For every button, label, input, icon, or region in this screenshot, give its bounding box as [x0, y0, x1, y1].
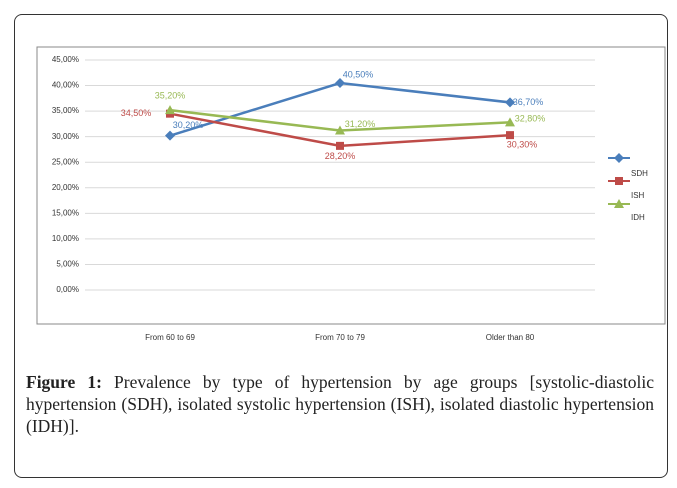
legend-marker [615, 177, 623, 185]
marker [506, 131, 514, 140]
x-tick-label: From 70 to 79 [315, 333, 365, 342]
data-label: 30,20% [173, 120, 204, 130]
legend-marker [614, 153, 624, 163]
chart-area [36, 46, 666, 325]
marker [335, 78, 345, 88]
legend-label: ISH [631, 191, 645, 200]
caption-label: Figure 1: [26, 372, 102, 392]
data-label: 34,50% [121, 108, 152, 118]
data-label: 32,80% [515, 114, 546, 124]
data-label: 30,30% [507, 140, 538, 150]
x-tick-label: Older than 80 [486, 333, 535, 342]
y-tick-label: 20,00% [52, 183, 79, 192]
y-tick-label: 40,00% [52, 81, 79, 90]
x-tick-label: From 60 to 69 [145, 333, 195, 342]
y-tick-label: 5,00% [56, 260, 79, 269]
marker [336, 141, 344, 150]
legend-label: IDH [631, 213, 645, 222]
y-tick-label: 35,00% [52, 106, 79, 115]
caption-text: Prevalence by type of hypertension by ag… [26, 372, 654, 436]
marker [505, 117, 515, 127]
y-tick-label: 0,00% [56, 285, 79, 294]
data-label: 35,20% [155, 90, 186, 100]
y-tick-label: 10,00% [52, 234, 79, 243]
legend-marker [614, 199, 624, 208]
y-tick-label: 15,00% [52, 208, 79, 217]
y-tick-label: 25,00% [52, 157, 79, 166]
marker [165, 105, 175, 115]
data-label: 31,20% [345, 119, 376, 129]
y-tick-label: 45,00% [52, 55, 79, 64]
y-tick-label: 30,00% [52, 132, 79, 141]
marker [335, 125, 345, 135]
caption: Figure 1: Prevalence by type of hyperten… [26, 371, 654, 437]
legend-label: SDH [631, 169, 648, 178]
chart: 0,00% 5,00% 10,00% 15,00% 20,00% 25,00% 30,00%… [36, 46, 666, 342]
figure-frame [14, 14, 668, 478]
marker [165, 130, 175, 141]
marker [505, 97, 515, 108]
data-label: 40,50% [343, 69, 374, 79]
data-label: 36,70% [513, 97, 544, 107]
data-label: 28,20% [325, 151, 356, 161]
